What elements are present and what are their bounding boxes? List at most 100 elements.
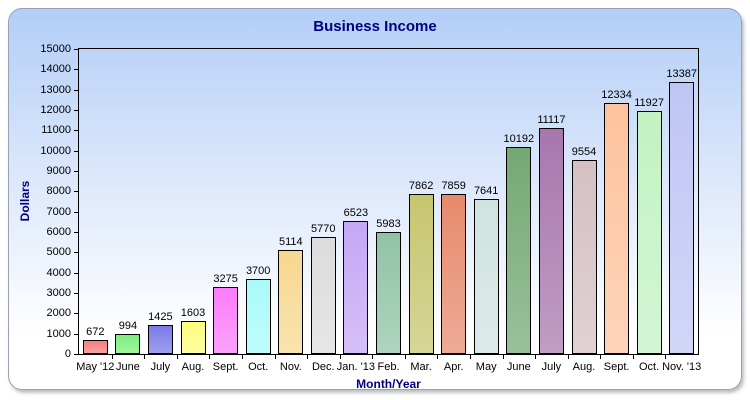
x-tick-mark xyxy=(307,355,309,359)
y-tick-label: 15000 xyxy=(40,43,71,55)
x-tick-mark xyxy=(404,355,406,359)
bar-value-label: 1425 xyxy=(148,311,173,323)
x-tick-label: Nov. '13 xyxy=(662,361,702,373)
x-tick-mark xyxy=(176,355,178,359)
x-tick-mark xyxy=(665,355,667,359)
bar xyxy=(669,82,695,354)
bar-value-label: 12334 xyxy=(601,89,632,101)
bar xyxy=(310,237,336,354)
bar-value-label: 7641 xyxy=(473,185,499,197)
bar-value-label: 3275 xyxy=(213,273,238,285)
x-tick-label: June xyxy=(115,361,140,373)
chart-card: Business Income Dollars 672 994 1425 1603 32… xyxy=(8,8,742,391)
y-tick-mark xyxy=(74,273,79,274)
y-tick-mark xyxy=(74,151,79,152)
bar xyxy=(473,199,499,354)
bar-value-label: 672 xyxy=(86,326,105,338)
x-axis-title: Month/Year xyxy=(356,377,421,391)
x-tick-mark xyxy=(535,355,537,359)
y-tick-label: 14000 xyxy=(40,63,71,76)
bar xyxy=(538,128,564,354)
x-tick-mark xyxy=(469,355,471,359)
bar-value-label: 11927 xyxy=(634,97,664,109)
y-tick-mark xyxy=(74,252,79,253)
x-tick-mark xyxy=(437,355,439,359)
bar xyxy=(571,160,597,354)
x-tick-label: May xyxy=(475,361,497,373)
x-tick-label: Dec. xyxy=(311,361,335,373)
y-tick-label: 6000 xyxy=(46,226,71,238)
x-tick-mark xyxy=(144,355,146,359)
x-tick-mark xyxy=(241,355,243,359)
bar xyxy=(278,250,304,354)
x-tick-label: May '12 xyxy=(76,361,115,373)
x-tick-label: Jan. '13 xyxy=(336,361,375,373)
bar-value-label: 7859 xyxy=(441,180,466,192)
bar-value-label: 1603 xyxy=(180,307,206,319)
x-tick-label: July xyxy=(541,361,562,373)
x-tick-label: Aug. xyxy=(572,361,596,373)
x-tick-label: July xyxy=(150,361,171,373)
bar xyxy=(441,194,467,354)
y-tick-label: 13000 xyxy=(40,83,71,96)
bar-value-label: 10192 xyxy=(503,133,535,145)
bar-value-label: 5770 xyxy=(311,223,336,235)
y-tick-mark xyxy=(74,293,79,294)
y-tick-label: 10000 xyxy=(40,144,71,157)
bar xyxy=(343,221,369,354)
bar xyxy=(506,147,532,354)
y-tick-label: 9000 xyxy=(46,165,71,177)
bar xyxy=(636,111,662,354)
x-tick-label: Apr. xyxy=(443,361,464,373)
y-tick-label: 8000 xyxy=(46,185,71,198)
bar-value-label: 994 xyxy=(118,320,138,332)
bar xyxy=(376,232,401,354)
y-tick-mark xyxy=(74,69,79,70)
bar xyxy=(408,194,434,354)
x-tick-mark xyxy=(339,355,341,359)
x-tick-label: Sept. xyxy=(603,361,630,373)
x-tick-label: Aug. xyxy=(181,361,205,373)
x-tick-mark xyxy=(111,355,113,359)
bar-value-label: 9554 xyxy=(571,146,597,158)
x-tick-label: Oct. xyxy=(248,361,269,373)
bar xyxy=(147,325,173,354)
y-tick-label: 7000 xyxy=(46,205,71,218)
x-tick-label: Oct. xyxy=(639,361,660,373)
y-tick-mark xyxy=(74,212,79,213)
x-tick-label: Sept. xyxy=(212,361,239,373)
x-tick-mark xyxy=(372,355,374,359)
y-tick-mark xyxy=(74,130,79,131)
bar xyxy=(213,287,239,354)
y-tick-label: 3000 xyxy=(46,287,71,299)
y-tick-label: 0 xyxy=(64,348,71,360)
y-tick-label: 12000 xyxy=(40,104,71,116)
y-tick-mark xyxy=(74,334,79,335)
y-tick-mark xyxy=(74,49,79,50)
bar-value-label: 6523 xyxy=(343,207,369,219)
y-tick-mark xyxy=(74,171,79,172)
y-tick-label: 1000 xyxy=(46,327,71,340)
x-tick-mark xyxy=(567,355,569,359)
bar xyxy=(604,103,630,354)
y-tick-label: 2000 xyxy=(46,307,71,320)
bar-value-label: 13387 xyxy=(666,68,697,80)
bar xyxy=(245,279,271,354)
y-tick-mark xyxy=(74,232,79,233)
bar xyxy=(180,321,206,354)
bar-value-label: 7862 xyxy=(408,180,434,192)
x-tick-mark xyxy=(502,355,504,359)
y-tick-label: 4000 xyxy=(46,266,71,279)
x-tick-label: Mar. xyxy=(410,361,432,373)
bar-value-label: 3700 xyxy=(245,265,271,277)
plot-area: 672 994 1425 1603 3275 3700 5114 5770 6523 5983 78… xyxy=(78,48,699,355)
x-tick-mark xyxy=(600,355,602,359)
y-tick-label: 11000 xyxy=(41,124,71,137)
y-tick-mark xyxy=(74,354,79,355)
bar xyxy=(82,340,108,354)
y-tick-mark xyxy=(74,110,79,111)
chart-title: Business Income xyxy=(313,18,437,35)
bar xyxy=(115,334,141,354)
y-tick-mark xyxy=(74,313,79,314)
y-tick-label: 5000 xyxy=(46,246,71,259)
